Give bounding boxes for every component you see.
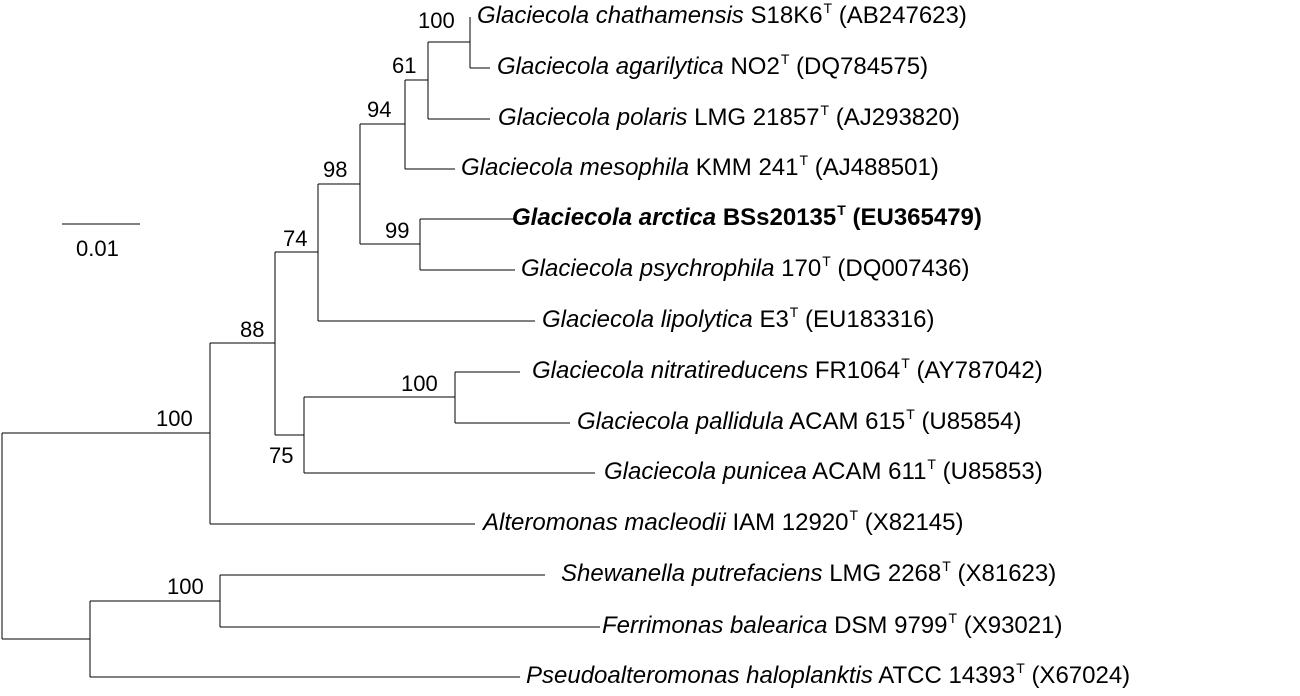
taxon-species-name: Glaciecola psychrophila — [521, 255, 775, 282]
bootstrap-value-n5: 99 — [385, 218, 410, 243]
taxon-strain: ACAM 611 — [812, 458, 927, 485]
type-strain-mark: T — [942, 558, 951, 574]
taxon-label-nitratireducens: Glaciecola nitratireducens FR1064T (AY78… — [532, 356, 1043, 384]
accession-number: (EU183316) — [805, 306, 935, 333]
taxon-strain: KMM 241 — [695, 154, 799, 181]
taxon-species-name: Ferrimonas balearica — [602, 612, 828, 639]
bootstrap-value-n9: 75 — [269, 443, 294, 468]
bootstrap-value-n3: 94 — [367, 97, 392, 122]
taxon-species-name: Glaciecola polaris — [498, 104, 688, 131]
accession-number: (EU365479) — [852, 204, 982, 231]
taxon-species-name: Alteromonas macleodii — [483, 509, 726, 536]
type-strain-mark: T — [799, 152, 809, 168]
accession-number: (X93021) — [963, 612, 1063, 639]
taxon-strain: 170 — [781, 255, 822, 282]
taxon-strain: DSM 9799 — [834, 612, 948, 639]
taxon-strain: ACAM 615 — [789, 408, 906, 435]
type-strain-mark: T — [927, 456, 936, 472]
taxon-strain: NO2 — [730, 53, 780, 80]
taxon-label-macleodii: Alteromonas macleodii IAM 12920T (X82145… — [483, 508, 964, 536]
taxon-species-name: Glaciecola nitratireducens — [532, 357, 809, 384]
accession-number: (X81623) — [957, 560, 1057, 587]
type-strain-mark: T — [789, 304, 799, 320]
accession-number: (DQ784575) — [796, 53, 929, 80]
taxon-species-name: Glaciecola agarilytica — [497, 53, 724, 80]
bootstrap-value-n10: 100 — [156, 406, 193, 431]
type-strain-mark: T — [823, 0, 833, 16]
taxon-strain: E3 — [759, 306, 789, 333]
taxon-label-putrefaciens: Shewanella putrefaciens LMG 2268T (X8162… — [561, 559, 1057, 587]
accession-number: (U85854) — [921, 408, 1022, 435]
taxon-strain: S18K6 — [750, 2, 823, 29]
accession-number: (AY787042) — [916, 357, 1043, 384]
type-strain-mark: T — [1016, 660, 1025, 676]
taxon-strain: BSs20135 — [722, 204, 837, 231]
taxon-strain: LMG 21857 — [694, 104, 820, 131]
taxon-strain: FR1064 — [814, 357, 901, 384]
bootstrap-value-n8: 100 — [401, 371, 438, 396]
bootstrap-value-n2: 61 — [392, 53, 417, 78]
type-strain-mark: T — [901, 355, 910, 371]
bootstrap-value-n6: 74 — [283, 226, 308, 251]
taxon-label-haloplanktis: Pseudoalteromonas haloplanktis ATCC 1439… — [526, 661, 1131, 689]
type-strain-mark: T — [849, 507, 859, 523]
taxon-species-name: Glaciecola arctica — [512, 204, 717, 231]
accession-number: (U85853) — [942, 458, 1043, 485]
taxon-label-punicea: Glaciecola punicea ACAM 611T (U85853) — [604, 457, 1043, 485]
taxon-species-name: Glaciecola lipolytica — [542, 306, 753, 333]
type-strain-mark: T — [906, 406, 915, 422]
taxon-strain: LMG 2268 — [829, 560, 942, 587]
accession-number: (AB247623) — [838, 2, 967, 29]
taxon-label-psychrophila: Glaciecola psychrophila 170T (DQ007436) — [521, 254, 970, 282]
bootstrap-value-n4: 98 — [323, 157, 348, 182]
taxon-label-balearica: Ferrimonas balearica DSM 9799T (X93021) — [602, 611, 1063, 639]
taxon-strain: IAM 12920 — [732, 509, 849, 536]
taxon-label-lipolytica: Glaciecola lipolytica E3T (EU183316) — [542, 305, 935, 333]
type-strain-mark: T — [948, 610, 958, 626]
taxon-species-name: Glaciecola chathamensis — [477, 2, 744, 29]
accession-number: (X67024) — [1031, 662, 1131, 689]
type-strain-mark: T — [837, 202, 846, 218]
taxon-label-pallidula: Glaciecola pallidula ACAM 615T (U85854) — [577, 407, 1022, 435]
taxon-species-name: Shewanella putrefaciens — [561, 560, 823, 587]
bootstrap-value-n11: 100 — [167, 574, 204, 599]
taxon-label-polaris: Glaciecola polaris LMG 21857T (AJ293820) — [498, 103, 960, 131]
taxon-species-name: Glaciecola pallidula — [577, 408, 784, 435]
type-strain-mark: T — [822, 253, 831, 269]
taxon-strain: ATCC 14393 — [878, 662, 1016, 689]
type-strain-mark: T — [780, 51, 790, 67]
accession-number: (AJ488501) — [814, 154, 939, 181]
accession-number: (AJ293820) — [835, 104, 960, 131]
taxon-species-name: Pseudoalteromonas haloplanktis — [526, 662, 873, 689]
accession-number: (X82145) — [864, 509, 964, 536]
taxon-label-agarilytica: Glaciecola agarilytica NO2T (DQ784575) — [497, 52, 929, 80]
taxon-label-mesophila: Glaciecola mesophila KMM 241T (AJ488501) — [461, 153, 939, 181]
bootstrap-value-n7: 88 — [240, 317, 265, 342]
type-strain-mark: T — [820, 102, 830, 118]
bootstrap-value-n1: 100 — [418, 8, 455, 33]
taxon-label-chathamensis: Glaciecola chathamensis S18K6T (AB247623… — [477, 1, 967, 29]
accession-number: (DQ007436) — [837, 255, 970, 282]
taxon-species-name: Glaciecola punicea — [604, 458, 807, 485]
taxon-species-name: Glaciecola mesophila — [461, 154, 690, 181]
scale-bar-label: 0.01 — [76, 236, 119, 261]
taxon-label-arctica: Glaciecola arctica BSs20135T (EU365479) — [512, 203, 982, 231]
